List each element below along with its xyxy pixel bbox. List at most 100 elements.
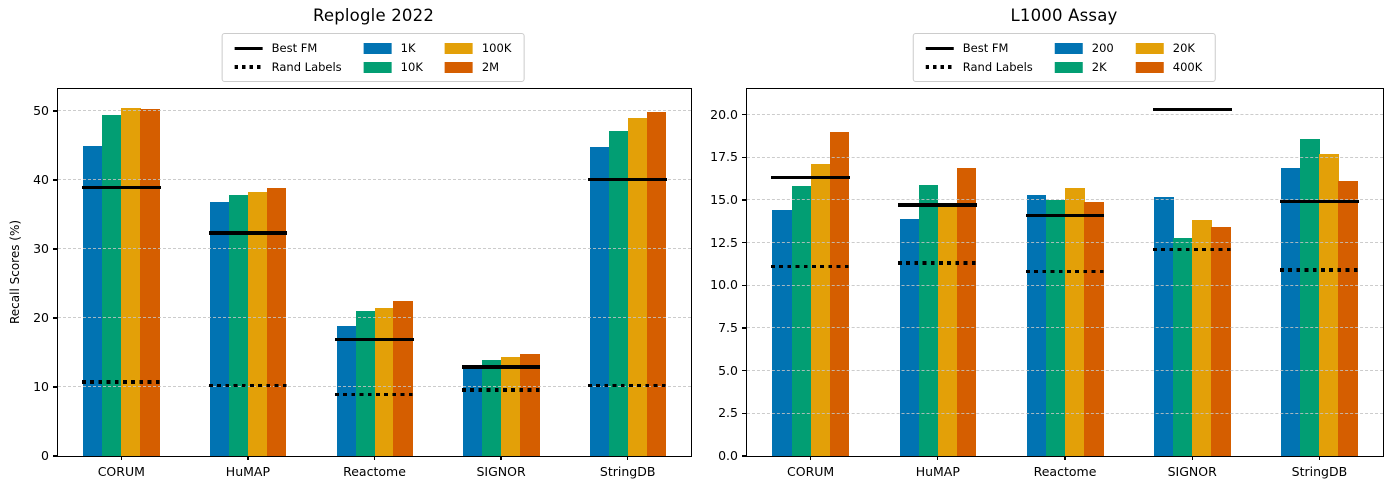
rand-labels-line bbox=[1279, 268, 1359, 272]
best-fm-line-icon bbox=[925, 46, 954, 50]
x-tick-label: StringDB bbox=[599, 464, 656, 479]
gridline bbox=[58, 179, 691, 181]
legend-replogle: Best FM Rand Labels 1K 10K 100K 2M bbox=[221, 33, 525, 82]
best-fm-line bbox=[1152, 107, 1232, 112]
color-swatch-icon bbox=[363, 42, 392, 54]
rand-labels-line bbox=[1025, 269, 1105, 274]
legend-label: Best FM bbox=[271, 41, 318, 55]
bar-2m-humap bbox=[266, 188, 287, 456]
y-tick-label: 20.0 bbox=[710, 106, 738, 122]
bar-2k-stringdb bbox=[1300, 138, 1320, 456]
x-tick-mark bbox=[373, 456, 376, 460]
y-tick-label: 2.5 bbox=[718, 405, 738, 421]
bar-10k-humap bbox=[228, 195, 249, 456]
y-tick-label: 50 bbox=[33, 103, 49, 119]
legend-item-200: 200 bbox=[1054, 41, 1114, 55]
bar-1k-stringdb bbox=[589, 146, 610, 456]
legend-label: 400K bbox=[1172, 60, 1203, 74]
x-tick-label: CORUM bbox=[97, 464, 145, 479]
y-tick-mark bbox=[742, 241, 746, 244]
best-fm-line bbox=[771, 176, 851, 180]
y-tick-mark bbox=[742, 327, 746, 329]
y-axis-label: Recall Scores (%) bbox=[8, 219, 22, 324]
gridline bbox=[58, 248, 691, 250]
y-tick-mark bbox=[742, 113, 746, 116]
best-fm-line bbox=[335, 337, 414, 342]
y-tick-mark bbox=[742, 455, 746, 457]
legend-label: 2M bbox=[481, 60, 500, 74]
gridline bbox=[58, 110, 691, 112]
x-tick-mark bbox=[500, 456, 502, 460]
bar-20k-signor bbox=[1192, 220, 1212, 456]
gridline bbox=[747, 369, 1383, 371]
bar-2k-corum bbox=[791, 186, 812, 456]
x-tick-mark bbox=[1064, 456, 1066, 460]
y-tick-label: 40 bbox=[33, 172, 49, 188]
chart-title-replogle: Replogle 2022 bbox=[312, 6, 435, 25]
legend-item-2m: 2M bbox=[444, 60, 512, 74]
gridline bbox=[58, 317, 691, 319]
color-swatch-icon bbox=[1135, 61, 1164, 73]
legend-item-2k: 2K bbox=[1054, 60, 1114, 74]
bar-400k-reactome bbox=[1084, 201, 1104, 456]
bar-1k-reactome bbox=[336, 325, 356, 456]
y-tick-mark bbox=[742, 199, 746, 201]
color-swatch-icon bbox=[1135, 42, 1164, 54]
x-tick-mark bbox=[247, 456, 249, 460]
best-fm-line bbox=[1279, 199, 1359, 204]
rand-labels-line bbox=[461, 387, 541, 392]
color-swatch-icon bbox=[363, 61, 392, 73]
x-tick-label: CORUM bbox=[787, 464, 835, 479]
rand-labels-line bbox=[588, 383, 667, 388]
color-swatch-icon bbox=[444, 61, 473, 73]
legend-label: Rand Labels bbox=[271, 60, 342, 74]
y-tick-mark bbox=[53, 455, 57, 457]
x-tick-mark bbox=[627, 456, 629, 460]
bar-200-corum bbox=[772, 210, 793, 456]
bar-2m-corum bbox=[140, 109, 160, 456]
y-tick-label: 30 bbox=[33, 241, 49, 257]
bar-200-signor bbox=[1154, 196, 1174, 456]
legend-item-best-fm: Best FM bbox=[234, 41, 342, 55]
y-tick-label: 15.0 bbox=[710, 191, 738, 207]
bar-1k-corum bbox=[83, 146, 103, 456]
bar-100k-humap bbox=[247, 192, 268, 456]
x-tick-mark bbox=[937, 456, 939, 460]
rand-labels-line bbox=[898, 261, 978, 265]
bar-20k-reactome bbox=[1065, 188, 1085, 456]
y-tick-label: 10.0 bbox=[710, 277, 738, 293]
y-tick-mark bbox=[742, 412, 746, 414]
legend-item-100k: 100K bbox=[444, 41, 512, 55]
legend-label: 100K bbox=[481, 41, 512, 55]
x-tick-mark bbox=[1191, 456, 1193, 460]
gridline bbox=[747, 412, 1383, 414]
best-fm-line bbox=[208, 231, 288, 235]
rand-labels-line bbox=[82, 380, 161, 384]
legend-item-best-fm: Best FM bbox=[925, 41, 1033, 55]
gridline bbox=[58, 386, 691, 388]
bar-10k-stringdb bbox=[608, 131, 629, 456]
best-fm-line-icon bbox=[234, 46, 263, 50]
bar-2m-stringdb bbox=[646, 112, 667, 456]
gridline bbox=[747, 327, 1383, 329]
bar-100k-signor bbox=[501, 356, 521, 456]
rand-labels-line-icon bbox=[925, 65, 954, 69]
bar-2m-signor bbox=[520, 353, 540, 456]
bar-100k-corum bbox=[121, 107, 141, 456]
legend-item-rand-labels: Rand Labels bbox=[234, 60, 342, 74]
bar-10k-corum bbox=[102, 115, 122, 456]
bar-20k-corum bbox=[810, 164, 831, 456]
y-tick-label: 0 bbox=[41, 448, 49, 463]
bar-200-stringdb bbox=[1281, 167, 1301, 456]
best-fm-line bbox=[1025, 213, 1105, 217]
legend-label: Rand Labels bbox=[962, 60, 1033, 74]
bar-2k-signor bbox=[1173, 237, 1193, 456]
y-tick-mark bbox=[53, 248, 57, 250]
color-swatch-icon bbox=[1054, 42, 1083, 54]
gridline bbox=[747, 284, 1383, 286]
x-tick-label: Reactome bbox=[343, 464, 406, 479]
y-tick-label: 5.0 bbox=[718, 362, 738, 378]
rand-labels-line bbox=[335, 392, 414, 397]
y-tick-label: 20 bbox=[33, 310, 49, 326]
y-tick-mark bbox=[742, 284, 746, 286]
